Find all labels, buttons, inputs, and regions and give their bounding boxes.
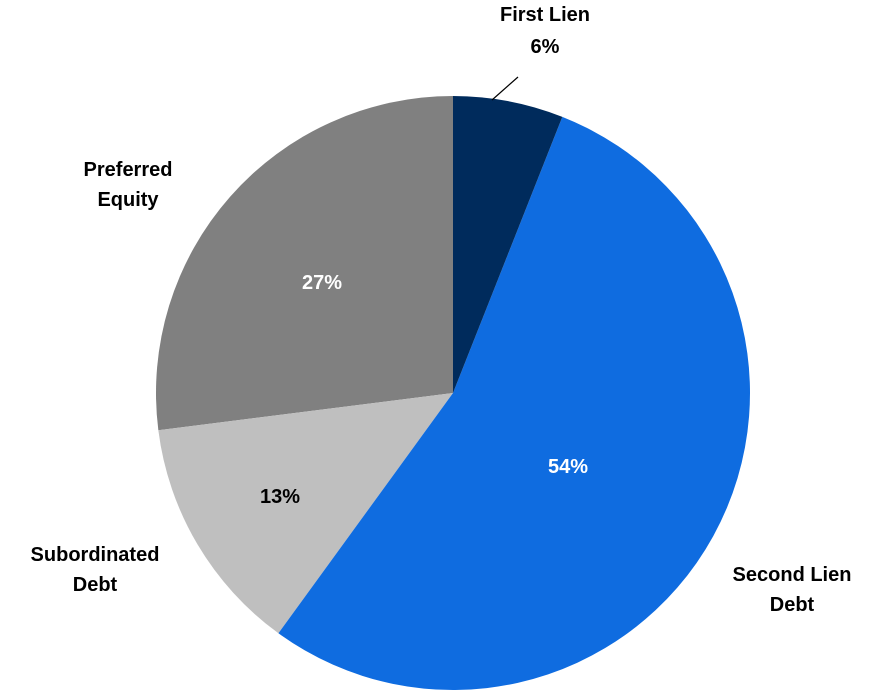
value-label: 27% — [301, 272, 343, 294]
category-label: Subordinated Debt — [30, 544, 160, 596]
category-label: First Lien — [499, 4, 590, 26]
pie-slice — [158, 393, 454, 634]
pie-slice — [453, 96, 563, 393]
value-label: 6% — [530, 36, 560, 58]
value-label: 54% — [547, 456, 589, 478]
pie-slice — [155, 96, 453, 431]
leader-line — [491, 76, 519, 101]
pie-slice — [278, 116, 751, 691]
category-label: Second Lien Debt — [732, 564, 852, 616]
value-label: 13% — [259, 486, 301, 508]
category-label: Preferred Equity — [83, 159, 173, 211]
